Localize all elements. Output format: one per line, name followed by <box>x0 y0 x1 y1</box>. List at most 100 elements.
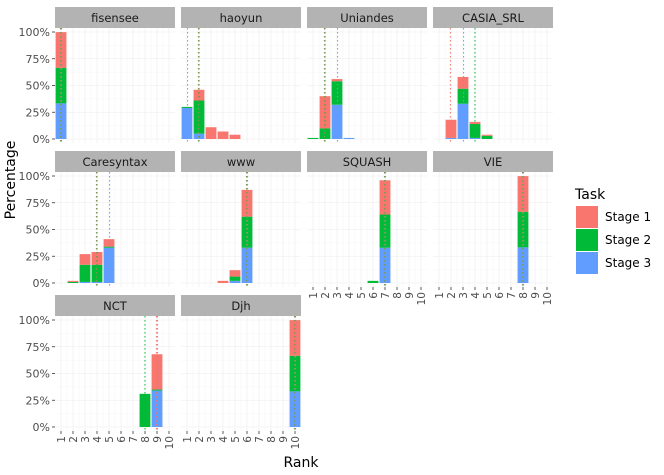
bar-stage3-rank-1 <box>181 107 193 139</box>
gridlines <box>307 172 427 287</box>
x-axis: 1 2 3 4 5 6 7 8 9 10 <box>182 431 302 449</box>
facet-strip-label: www <box>227 155 255 169</box>
x-tick-label: 9 <box>530 292 542 299</box>
y-axis-title: Percentage <box>3 141 19 220</box>
x-tick-label: 4 <box>470 292 482 299</box>
x-tick-label: 5 <box>104 436 116 443</box>
legend-title: Task <box>574 187 606 203</box>
mean-rank-lines <box>245 172 249 287</box>
x-tick-label: 6 <box>368 292 380 299</box>
facet-strip-label: Djh <box>231 299 250 313</box>
x-tick-label: 3 <box>332 292 344 299</box>
facet-panel-squash: SQUASH 1 2 3 4 5 6 7 8 9 10 <box>307 151 428 305</box>
facet-strip <box>307 151 427 172</box>
bar-stage2-rank-4 <box>469 124 481 138</box>
x-tick-label: 4 <box>344 292 356 299</box>
x-tick-label: 7 <box>254 436 266 443</box>
mean-rank-lines <box>449 28 476 143</box>
x-axis-title: Rank <box>284 455 320 471</box>
bar-stage1-rank-4 <box>91 251 103 265</box>
y-tick-label: 50% <box>26 368 50 381</box>
facet-strip <box>307 7 427 28</box>
facet-strip-label: CASIA_SRL <box>462 11 524 25</box>
x-tick-label: 6 <box>116 436 128 443</box>
x-tick-label: 10 <box>416 292 428 305</box>
y-tick-label: 50% <box>26 80 50 93</box>
facet-strip <box>433 151 553 172</box>
mean-rank-lines <box>95 172 111 287</box>
bar-stage1-rank-5 <box>229 134 241 139</box>
facet-strip <box>181 7 301 28</box>
bar-stage2-rank-3 <box>79 264 91 282</box>
bar-stage1-rank-2 <box>67 280 79 282</box>
y-tick-label: 75% <box>26 197 50 210</box>
gridlines <box>181 316 301 431</box>
bar-stage3-rank-5 <box>103 247 115 283</box>
facet-panel-caresyntax: Caresyntax 0% 25% 50% 75% 100% <box>19 151 175 290</box>
x-tick-label: 5 <box>230 436 242 443</box>
x-tick-label: 6 <box>494 292 506 299</box>
y-tick-label: 75% <box>26 53 50 66</box>
x-tick-label: 2 <box>194 436 206 443</box>
bar-stage1-rank-4 <box>217 131 229 139</box>
bar-stage3-rank-3 <box>79 281 91 283</box>
bar-stage2-rank-9 <box>151 389 163 391</box>
bar-stage2-rank-5 <box>103 246 115 248</box>
bar-stage3-rank-2 <box>445 137 457 139</box>
bar-stage1-rank-10 <box>289 320 301 356</box>
x-tick-label: 8 <box>140 436 152 443</box>
bar-stage1-rank-3 <box>205 127 217 139</box>
gridlines <box>433 172 553 287</box>
x-tick-label: 1 <box>56 436 68 443</box>
bar-stage1-rank-2 <box>445 119 457 138</box>
facet-panel-uniandes: Uniandes <box>307 7 427 143</box>
legend-item-stage-2: Stage 2 <box>576 229 651 251</box>
legend-swatch <box>576 229 598 251</box>
facet-strip-label: NCT <box>103 299 128 313</box>
x-tick-label: 8 <box>392 292 404 299</box>
bar-stage1-rank-3 <box>79 254 91 265</box>
facet-panel-www: www <box>181 151 301 287</box>
facet-panel-fisensee: fisensee 0% 25% 50% 75% 100% <box>19 7 175 146</box>
legend-swatch <box>576 206 598 228</box>
y-tick-label: 75% <box>26 341 50 354</box>
facet-panel-djh: Djh 1 2 3 4 5 6 7 8 9 10 <box>181 295 302 449</box>
facet-strip <box>433 7 553 28</box>
y-tick-label: 0% <box>33 421 50 434</box>
bar-stage2-rank-3 <box>457 88 469 104</box>
facet-strip-label: VIE <box>484 155 503 169</box>
bar-stage2-rank-1 <box>307 137 319 139</box>
x-tick-label: 2 <box>320 292 332 299</box>
legend-item-stage-1: Stage 1 <box>576 206 651 228</box>
legend-swatch <box>576 252 598 274</box>
bar-stage3-rank-4 <box>91 281 103 283</box>
x-tick-label: 1 <box>182 436 194 443</box>
x-axis: 1 2 3 4 5 6 7 8 9 10 <box>308 287 428 305</box>
bar-stage1-rank-8 <box>517 176 529 212</box>
legend: Task Stage 1 Stage 2 Stage 3 <box>574 187 651 274</box>
bar-stage1-rank-2 <box>193 89 205 101</box>
y-axis: 0% 25% 50% 75% 100% <box>19 170 55 290</box>
y-axis: 0% 25% 50% 75% 100% <box>19 314 55 434</box>
y-tick-label: 0% <box>33 133 50 146</box>
x-tick-label: 3 <box>458 292 470 299</box>
x-tick-label: 1 <box>434 292 446 299</box>
x-tick-label: 9 <box>404 292 416 299</box>
y-tick-label: 25% <box>26 394 50 407</box>
bar-stage2-rank-5 <box>229 276 241 281</box>
bar-stage1-rank-4 <box>217 280 229 283</box>
bar-stage3-rank-9 <box>151 390 163 427</box>
bar-stage1-rank-5 <box>481 134 493 136</box>
y-tick-label: 25% <box>26 106 50 119</box>
facet-strip-label: Uniandes <box>340 11 394 25</box>
facet-strip <box>55 151 175 172</box>
bar-stage2-rank-3 <box>331 81 343 105</box>
bar-stage1-rank-3 <box>457 76 469 89</box>
bar-stage3-rank-4 <box>469 137 481 139</box>
x-tick-label: 1 <box>308 292 320 299</box>
legend-label: Stage 1 <box>605 210 651 224</box>
bar-stage3-rank-3 <box>331 104 343 139</box>
x-axis: 1 2 3 4 5 6 7 8 9 10 <box>56 431 176 449</box>
x-tick-label: 3 <box>80 436 92 443</box>
